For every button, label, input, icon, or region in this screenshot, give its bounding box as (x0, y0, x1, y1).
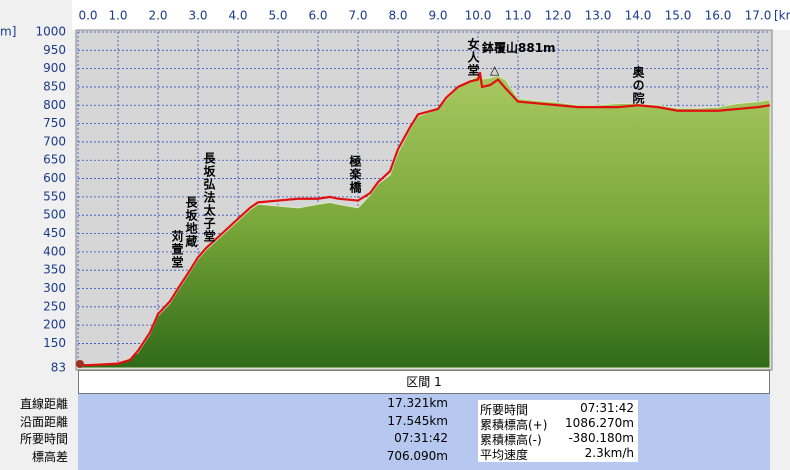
x-tick-label: 7.0 (348, 9, 367, 23)
y-tick-label: 400 (43, 244, 66, 258)
annotation: 女人堂 (466, 38, 480, 77)
x-tick-label: 11.0 (505, 9, 532, 23)
annotation: 苅萱堂 (170, 230, 184, 269)
row-value: 17.545km (387, 414, 448, 428)
y-tick-label: 250 (43, 299, 66, 313)
y-tick-label: 350 (43, 263, 66, 277)
stats-box: 所要時間 07:31:42 累積標高(+) 1086.270m 累積標高(-) … (478, 400, 638, 462)
x-tick-label: 16.0 (705, 9, 732, 23)
y-tick-label: 200 (43, 318, 66, 332)
route-line (77, 72, 771, 367)
y-tick-label: 550 (43, 189, 66, 203)
y-tick-label: 700 (43, 134, 66, 148)
y-tick-label: 500 (43, 208, 66, 222)
x-tick-label: 14.0 (625, 9, 652, 23)
y-tick-label: 650 (43, 153, 66, 167)
annotation: 長坂地蔵 (184, 196, 198, 248)
row-label: 標高差 (31, 450, 68, 464)
y-tick-label: 300 (43, 281, 66, 295)
y-tick-label: 850 (43, 79, 66, 93)
stat-label: 累積標高(+) (480, 418, 548, 432)
x-tick-label: 15.0 (665, 9, 692, 23)
summit-marker: △ (490, 63, 500, 77)
row-label: 直線距離 (19, 397, 68, 411)
annotation: 鉢覆山881m (482, 41, 556, 55)
x-tick-label: 4.0 (228, 9, 247, 23)
row-value: 07:31:42 (394, 431, 448, 445)
x-tick-label: 9.0 (428, 9, 447, 23)
stat-label: 所要時間 (480, 403, 529, 417)
annotation: 奥の院 (631, 66, 645, 105)
stat-value: 07:31:42 (580, 401, 634, 415)
y-tick-label: 450 (43, 226, 66, 240)
x-tick-label: 3.0 (188, 9, 207, 23)
x-tick-label: 12.0 (545, 9, 572, 23)
y-tick-label: 150 (43, 336, 66, 350)
stat-label: 平均速度 (480, 448, 529, 462)
row-label: 沿面距離 (19, 415, 68, 429)
y-tick-label: 83 (51, 361, 66, 375)
x-tick-label: 6.0 (308, 9, 327, 23)
x-axis-band (72, 0, 790, 30)
y-tick-label: 750 (43, 116, 66, 130)
x-axis-unit: [km (774, 9, 790, 23)
stat-value: -380.180m (568, 431, 634, 445)
row-label: 所要時間 (19, 432, 68, 446)
annotation: 長坂弘法太子堂 (202, 152, 216, 243)
x-tick-label: 10.0 (465, 9, 492, 23)
stat-value: 2.3km/h (584, 446, 634, 460)
y-tick-label: 1000 (35, 25, 66, 39)
y-axis-unit: m] (0, 25, 16, 39)
row-value: 706.090m (386, 449, 448, 463)
x-tick-label: 0.0 (78, 9, 97, 23)
panel-title: 区間 1 (78, 370, 770, 394)
x-tick-label: 2.0 (148, 9, 167, 23)
x-tick-label: 5.0 (268, 9, 287, 23)
panel-body (78, 394, 770, 470)
y-tick-label: 800 (43, 98, 66, 112)
x-tick-label: 1.0 (108, 9, 127, 23)
start-marker (76, 360, 84, 368)
x-tick-label: 8.0 (388, 9, 407, 23)
x-tick-label: 17.0 (745, 9, 772, 23)
stat-label: 累積標高(-) (480, 433, 542, 447)
x-tick-label: 13.0 (585, 9, 612, 23)
y-tick-label: 600 (43, 171, 66, 185)
annotation: 極楽橋 (348, 155, 362, 194)
stat-value: 1086.270m (565, 416, 634, 430)
row-value: 17.321km (387, 396, 448, 410)
y-tick-label: 900 (43, 61, 66, 75)
y-tick-label: 950 (43, 43, 66, 57)
